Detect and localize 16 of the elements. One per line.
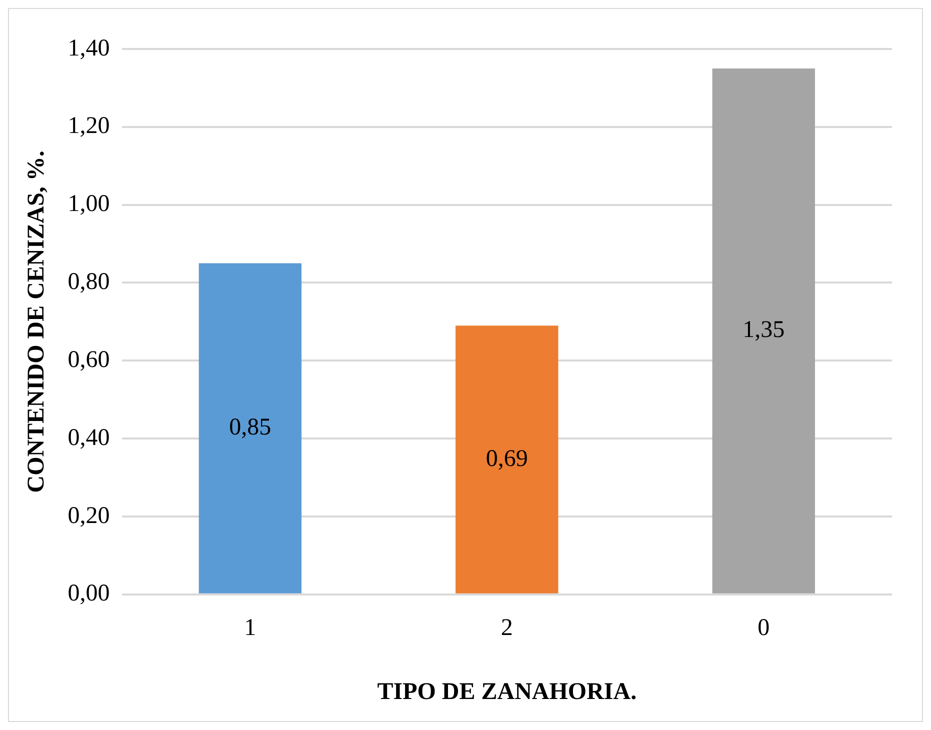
y-tick-label: 0,40 <box>68 424 110 451</box>
x-axis-title: TIPO DE ZANAHORIA. <box>377 678 637 705</box>
data-label: 1,35 <box>742 317 785 344</box>
y-axis-title: CONTENIDO DE CENIZAS, %. <box>24 150 50 493</box>
x-tick-label: 0 <box>758 615 770 642</box>
y-tick-label: 1,40 <box>68 35 110 62</box>
y-tick-label: 1,20 <box>68 113 110 140</box>
data-label: 0,85 <box>229 414 272 441</box>
y-tick-label: 0,60 <box>68 346 110 373</box>
data-label: 0,69 <box>486 446 528 472</box>
y-tick-label: 0,00 <box>68 580 110 607</box>
y-tick-label: 0,80 <box>68 269 110 296</box>
x-tick-label: 1 <box>244 615 256 642</box>
x-tick-label: 2 <box>500 615 513 642</box>
y-tick-label: 0,20 <box>68 502 110 529</box>
y-tick-label: 1,00 <box>68 191 110 218</box>
